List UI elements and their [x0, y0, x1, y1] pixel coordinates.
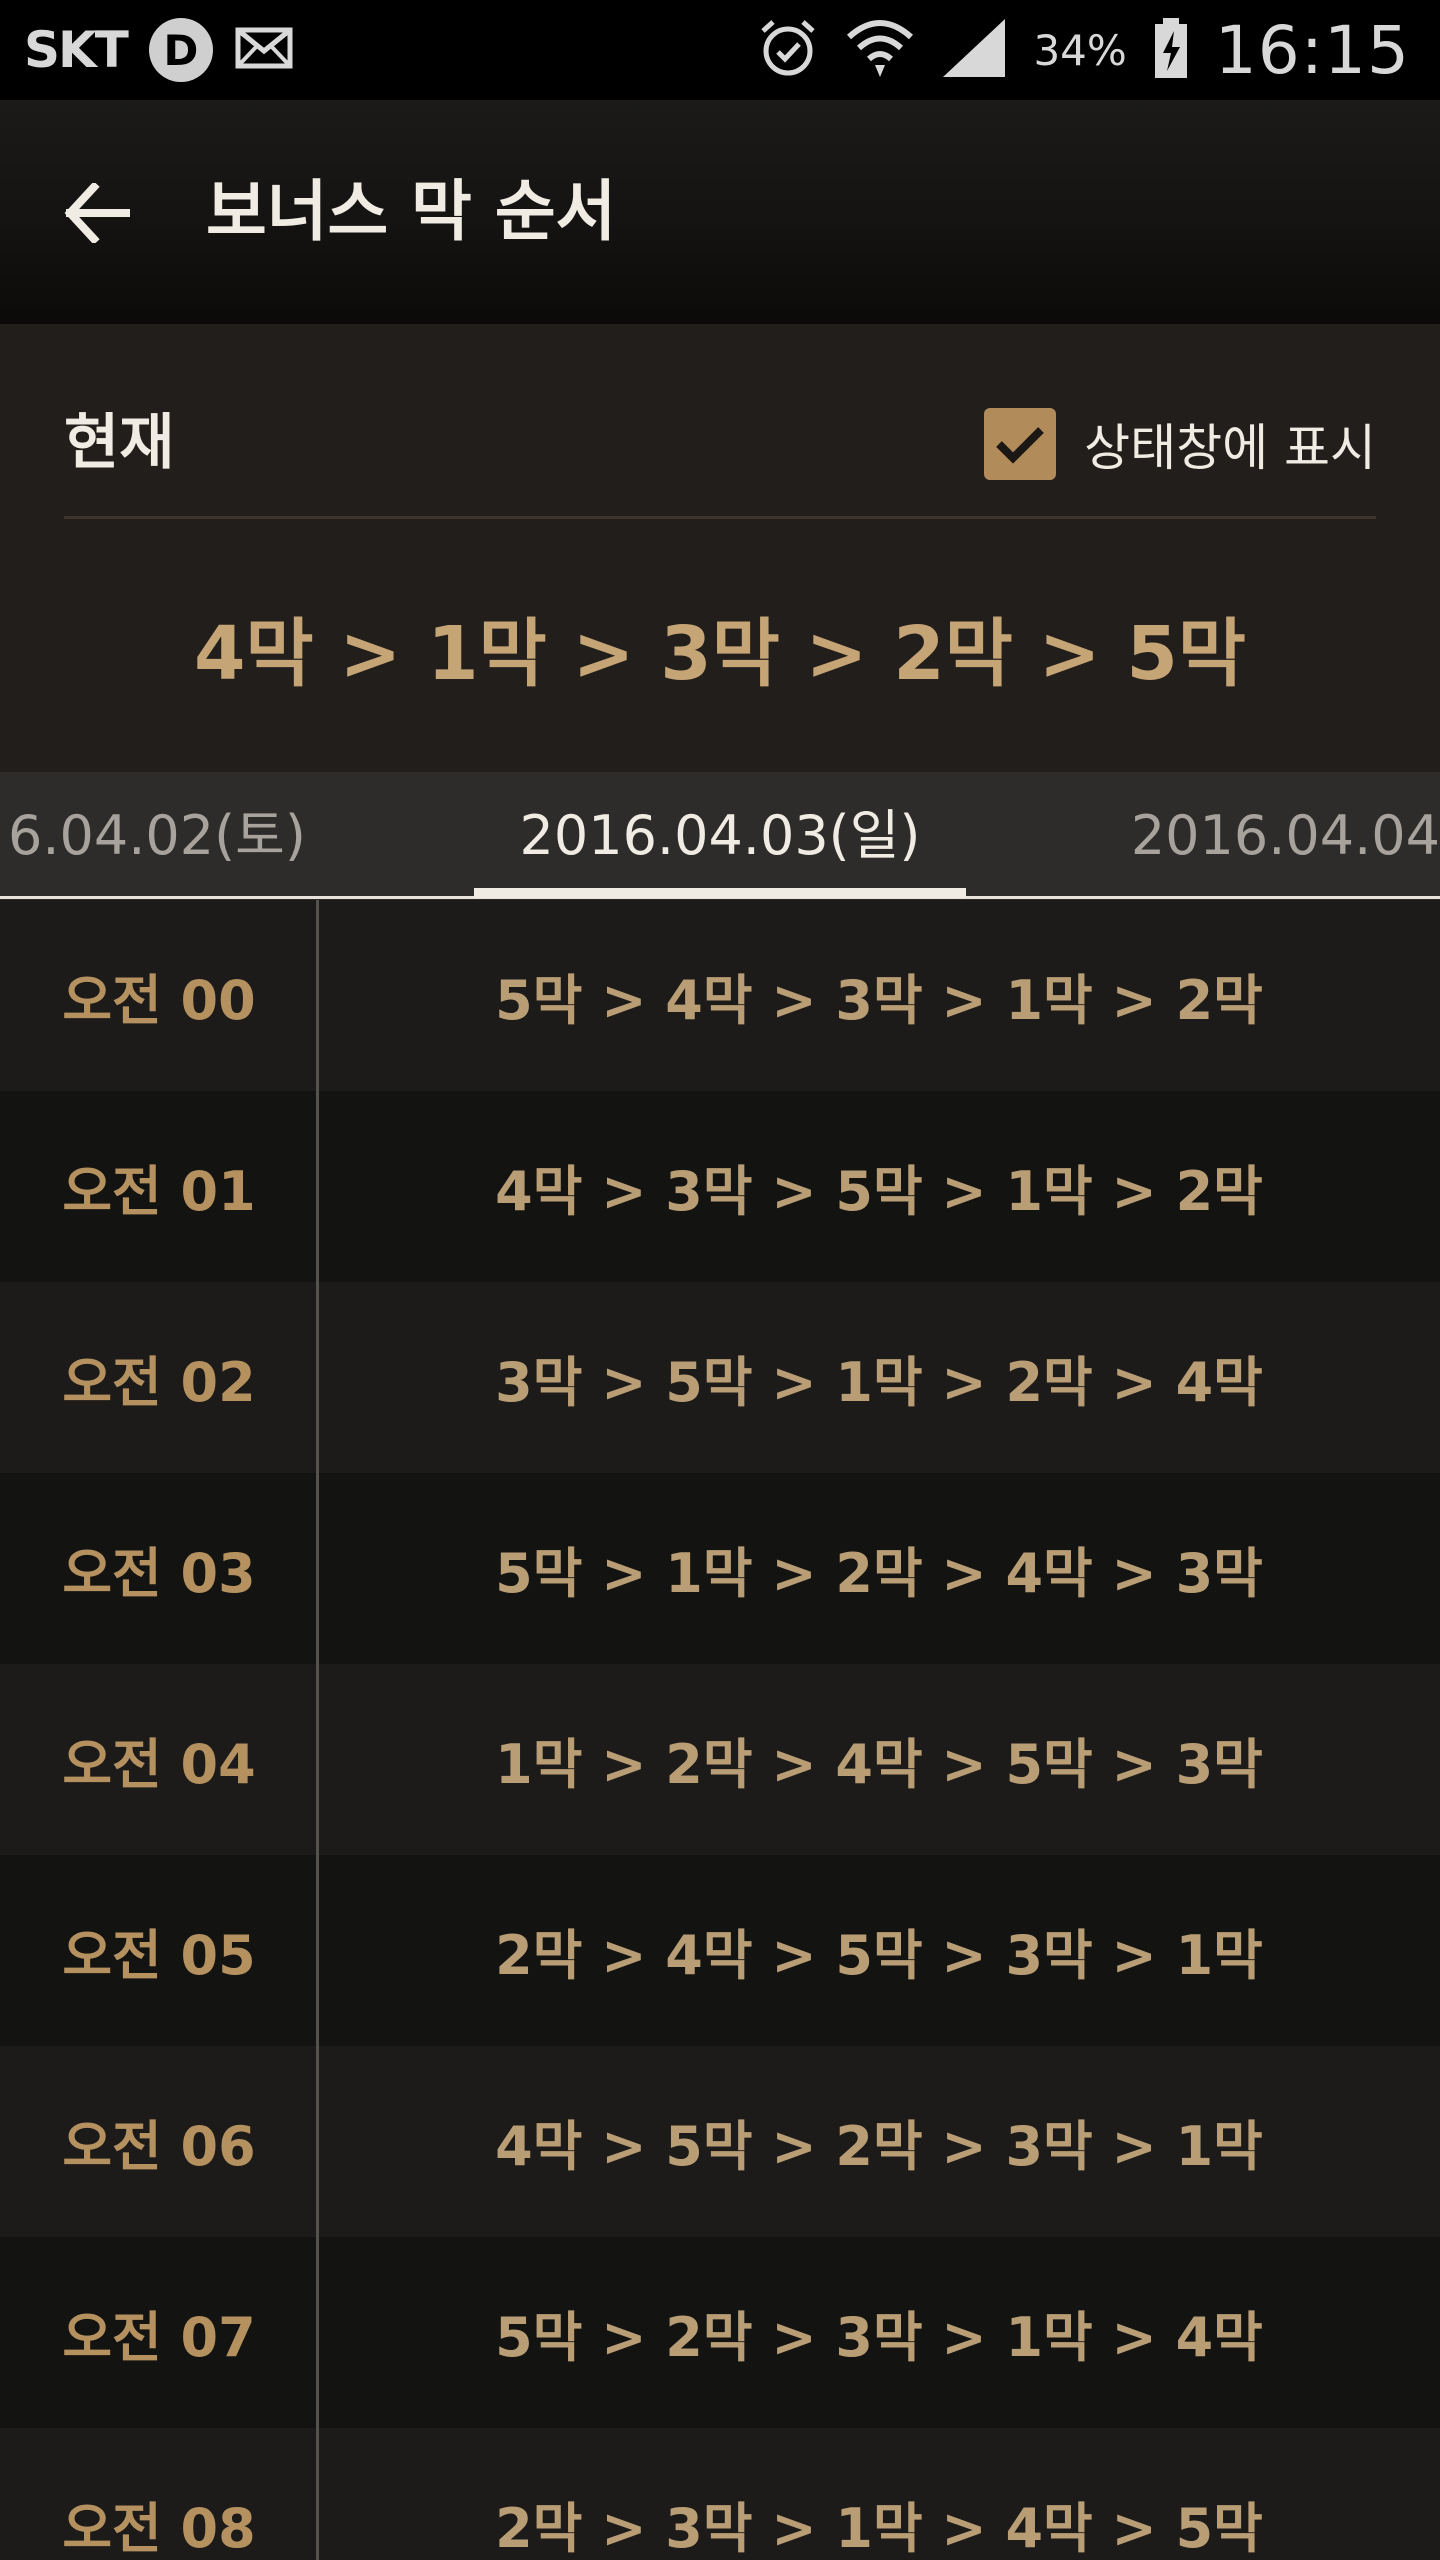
show-in-statusbar-toggle[interactable]: 상태창에 표시	[984, 408, 1376, 480]
status-bar-left: SKT D	[24, 0, 293, 100]
row-order: 1막 > 2막 > 4막 > 5막 > 3막	[495, 1733, 1263, 1796]
row-time: 오전 06	[62, 2115, 256, 2178]
row-time: 오전 01	[62, 1160, 256, 1223]
current-label: 현재	[64, 408, 175, 478]
signal-icon	[941, 17, 1007, 83]
row-order: 5막 > 2막 > 3막 > 1막 > 4막	[495, 2306, 1263, 2369]
carrier-label: SKT	[24, 21, 129, 79]
row-order: 4막 > 5막 > 2막 > 3막 > 1막	[495, 2115, 1263, 2178]
row-order: 2막 > 4막 > 5막 > 3막 > 1막	[495, 1924, 1263, 1987]
row-order: 5막 > 4막 > 3막 > 1막 > 2막	[495, 969, 1263, 1032]
page-title: 보너스 막 순서	[206, 173, 617, 250]
wifi-icon	[845, 15, 915, 85]
schedule-row: 오전 08 2막 > 3막 > 1막 > 4막 > 5막	[0, 2428, 1440, 2560]
row-order: 5막 > 1막 > 2막 > 4막 > 3막	[495, 1542, 1263, 1605]
schedule-row: 오전 01 4막 > 3막 > 5막 > 1막 > 2막	[0, 1091, 1440, 1282]
schedule-row: 오전 07 5막 > 2막 > 3막 > 1막 > 4막	[0, 2237, 1440, 2428]
column-divider	[316, 900, 319, 2560]
row-time: 오전 05	[62, 1924, 256, 1987]
row-time: 오전 00	[62, 969, 256, 1032]
row-time: 오전 07	[62, 2306, 256, 2369]
checkbox-label: 상태창에 표시	[1084, 419, 1376, 477]
row-time: 오전 04	[62, 1733, 256, 1796]
schedule-list[interactable]: 오전 00 5막 > 4막 > 3막 > 1막 > 2막 오전 01 4막 > …	[0, 900, 1440, 2560]
row-order: 2막 > 3막 > 1막 > 4막 > 5막	[495, 2497, 1263, 2560]
status-bar-right: 34% 16:15	[757, 0, 1410, 100]
current-order: 4막 > 1막 > 3막 > 2막 > 5막	[194, 611, 1246, 697]
row-time: 오전 03	[62, 1542, 256, 1605]
current-panel: 현재 상태창에 표시 4막 > 1막 > 3막 > 2막 > 5막	[0, 324, 1440, 772]
tab-next-date[interactable]: 2016.04.04	[1130, 804, 1440, 867]
tab-indicator	[474, 888, 966, 898]
battery-charging-icon	[1153, 17, 1189, 83]
d-badge-icon: D	[148, 18, 213, 82]
alarm-icon	[757, 17, 819, 83]
divider	[64, 516, 1376, 519]
schedule-row: 오전 05 2막 > 4막 > 5막 > 3막 > 1막	[0, 1855, 1440, 2046]
schedule-row: 오전 03 5막 > 1막 > 2막 > 4막 > 3막	[0, 1473, 1440, 1664]
schedule-row: 오전 04 1막 > 2막 > 4막 > 5막 > 3막	[0, 1664, 1440, 1855]
schedule-row: 오전 06 4막 > 5막 > 2막 > 3막 > 1막	[0, 2046, 1440, 2237]
tab-previous-date[interactable]: 6.04.02(토)	[8, 804, 306, 867]
mail-icon	[235, 27, 293, 73]
schedule-row: 오전 00 5막 > 4막 > 3막 > 1막 > 2막	[0, 900, 1440, 1091]
status-bar: SKT D 34% 16:15	[0, 0, 1440, 100]
row-time: 오전 02	[62, 1351, 256, 1414]
check-icon	[996, 427, 1044, 464]
row-time: 오전 08	[62, 2497, 256, 2560]
schedule-row: 오전 02 3막 > 5막 > 1막 > 2막 > 4막	[0, 1282, 1440, 1473]
battery-percent: 34%	[1033, 25, 1127, 75]
row-order: 3막 > 5막 > 1막 > 2막 > 4막	[495, 1351, 1263, 1414]
back-button[interactable]	[52, 170, 142, 256]
back-arrow-icon	[64, 183, 130, 243]
app-bar: 보너스 막 순서	[0, 100, 1440, 324]
date-tabs: 6.04.02(토) 2016.04.03(일) 2016.04.04	[0, 772, 1440, 900]
statusbar-checkbox[interactable]	[984, 408, 1057, 480]
tab-current-date[interactable]: 2016.04.03(일)	[519, 804, 921, 867]
row-order: 4막 > 3막 > 5막 > 1막 > 2막	[495, 1160, 1263, 1223]
clock: 16:15	[1214, 11, 1410, 89]
